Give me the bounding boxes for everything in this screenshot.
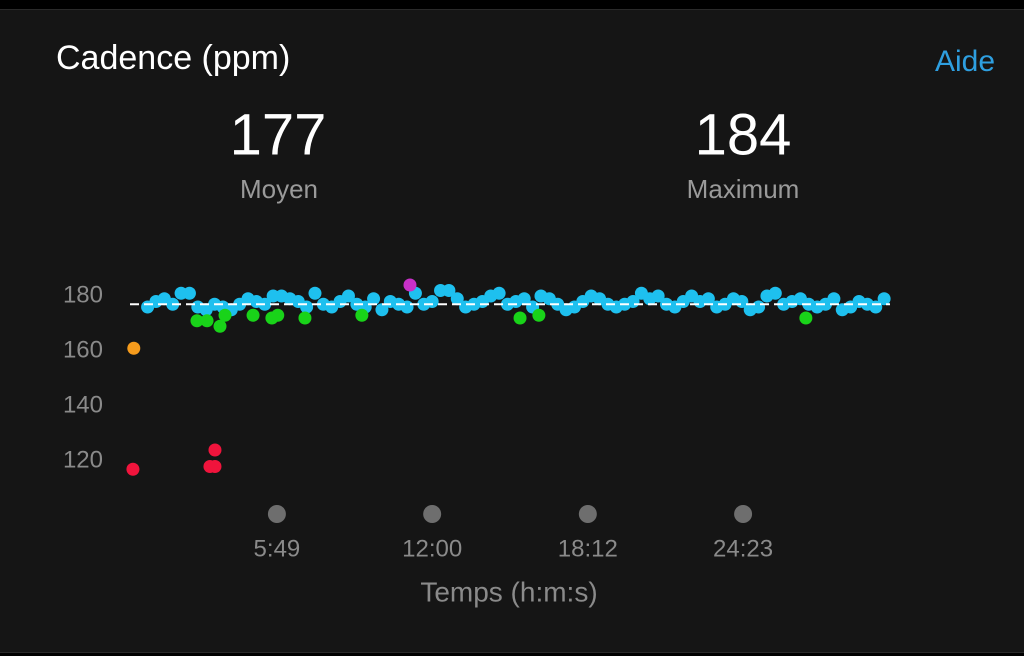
data-point xyxy=(400,300,414,314)
data-point xyxy=(375,303,389,317)
data-point xyxy=(308,286,322,300)
data-point xyxy=(532,308,546,322)
title: Cadence (ppm) xyxy=(56,39,290,77)
data-point xyxy=(450,292,464,306)
stat-value: 177 xyxy=(230,102,327,167)
data-point xyxy=(341,289,355,303)
data-point xyxy=(126,462,140,476)
x-tick-mark xyxy=(423,505,442,523)
y-tick-label: 180 xyxy=(63,281,103,308)
data-point xyxy=(300,300,314,314)
data-point xyxy=(513,311,527,325)
x-tick-mark xyxy=(578,505,597,523)
x-tick-label: 24:23 xyxy=(713,535,773,562)
y-tick-label: 140 xyxy=(63,391,103,418)
data-point xyxy=(492,286,506,300)
data-point xyxy=(701,292,715,306)
data-point xyxy=(298,311,312,325)
x-axis-label: Temps (h:m:s) xyxy=(420,576,597,607)
data-point xyxy=(190,314,204,328)
data-point xyxy=(355,308,369,322)
data-point xyxy=(182,286,196,300)
x-tick-label: 5:49 xyxy=(254,535,301,562)
data-point xyxy=(367,292,381,306)
data-point xyxy=(208,460,222,473)
data-point xyxy=(425,295,439,308)
data-point xyxy=(877,292,891,306)
data-point xyxy=(442,284,456,297)
stat-value: 184 xyxy=(695,102,792,167)
data-point xyxy=(799,311,813,325)
stat-label: Maximum xyxy=(687,174,800,204)
x-tick-label: 12:00 xyxy=(402,535,462,562)
y-tick-label: 120 xyxy=(63,446,103,473)
x-tick-mark xyxy=(734,505,753,523)
data-point xyxy=(208,443,222,457)
data-point xyxy=(246,308,260,322)
y-tick-label: 160 xyxy=(63,336,103,363)
stat-label: Moyen xyxy=(240,174,318,204)
data-point xyxy=(271,308,285,322)
data-point xyxy=(127,341,141,355)
data-point xyxy=(403,278,417,292)
data-point xyxy=(517,292,531,306)
data-point xyxy=(200,314,214,328)
card xyxy=(0,9,1024,653)
data-point xyxy=(752,300,766,314)
x-tick-mark xyxy=(267,505,286,523)
data-point xyxy=(827,292,841,306)
x-tick-label: 18:12 xyxy=(558,535,618,562)
data-point xyxy=(651,289,665,303)
data-point xyxy=(768,286,782,300)
data-point xyxy=(218,308,232,322)
help-link[interactable]: Aide xyxy=(935,45,995,78)
data-point xyxy=(213,319,227,333)
